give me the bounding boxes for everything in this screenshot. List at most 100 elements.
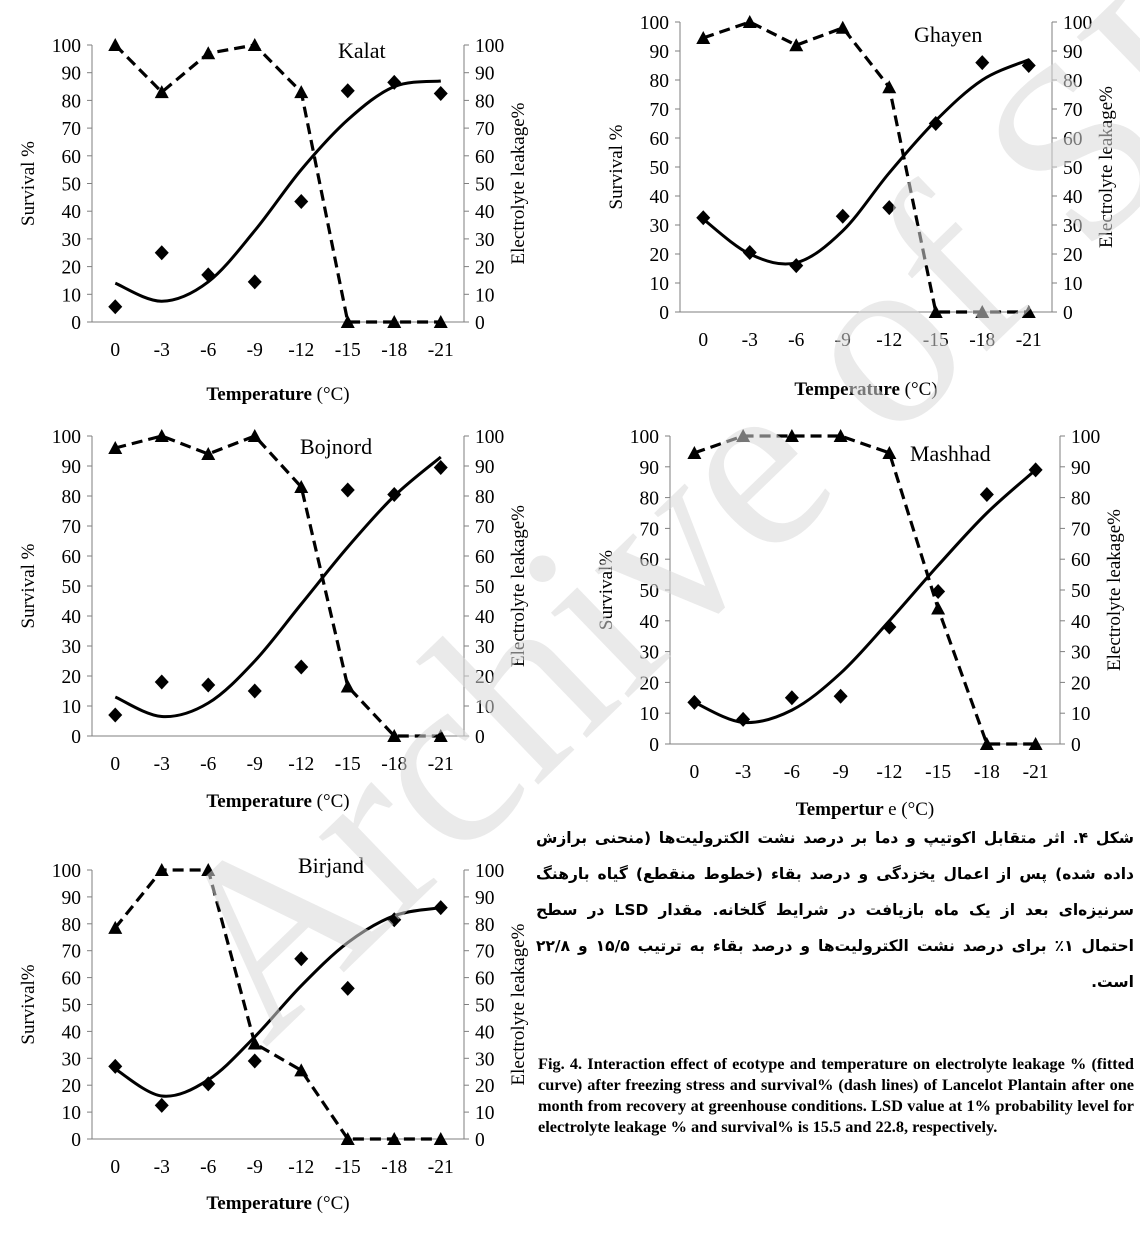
x-axis-title: Tempertur e (°C) [796, 799, 934, 820]
triangle-marker [294, 85, 309, 99]
panel-title-kalat: Kalat [338, 38, 386, 63]
x-tick-label: -21 [428, 340, 454, 361]
diamond-marker [294, 951, 309, 967]
x-tick-label: -9 [247, 340, 263, 361]
y-tick-label: 30 [62, 1049, 82, 1070]
x-axis-title-unit: e (°C) [888, 799, 934, 820]
diamond-marker [154, 674, 169, 690]
x-tick-label: -9 [833, 762, 849, 783]
triangle-marker [201, 46, 216, 60]
dashed-line [693, 434, 1036, 746]
fitted-curve-line [114, 455, 442, 719]
y2-tick-label: 100 [1071, 427, 1100, 448]
x-tick-label: -21 [428, 1157, 454, 1178]
y-tick-label: 70 [650, 100, 670, 121]
diamond-marker [340, 482, 355, 498]
y2-tick-label: 80 [475, 915, 495, 936]
chart-kalat: 0 0 10 10 20 20 30 30 40 40 50 50 60 60 70 70 80 80 90 90 10… [18, 36, 529, 405]
y-tick-label: 70 [62, 942, 82, 963]
triangle-marker [340, 679, 355, 693]
triangle-marker [201, 863, 216, 876]
y-tick-label: 70 [640, 519, 660, 540]
diamond-marker [833, 688, 848, 704]
y2-tick-label: 40 [475, 202, 495, 223]
diamond-marker [340, 83, 355, 99]
chart-birjand: 0 0 10 10 20 20 30 30 40 40 50 50 60 60 70 70 80 80 90 90 10… [18, 853, 529, 1214]
x-axis-title-bold: Temperature [206, 1193, 316, 1214]
y2-axis-title: Electrolyte leakage% [1096, 86, 1117, 248]
diamond-marker [154, 245, 169, 261]
y2-tick-label: 60 [475, 147, 495, 168]
triangle-marker [687, 445, 702, 459]
y2-tick-label: 30 [1063, 216, 1083, 237]
y-tick-label: 10 [650, 274, 670, 295]
panel-title-birjand: Birjand [298, 853, 364, 878]
y2-tick-label: 40 [475, 607, 495, 628]
fitted-curve-line [114, 79, 441, 303]
x-tick-label: -3 [154, 754, 170, 775]
x-tick-label: -6 [200, 1157, 216, 1178]
y2-axis-title: Electrolyte leakage% [508, 102, 529, 264]
y2-tick-label: 70 [1071, 519, 1091, 540]
triangle-marker [784, 429, 799, 442]
x-tick-label: -6 [200, 754, 216, 775]
x-tick-label: -9 [247, 1157, 263, 1178]
dashed-line [114, 43, 441, 324]
y2-tick-label: 60 [1071, 550, 1091, 571]
y-tick-label: 20 [640, 673, 660, 694]
x-axis-title-bold: Tempertur [796, 799, 888, 820]
diamond-marker [931, 584, 946, 600]
y-tick-label: 30 [62, 637, 82, 658]
y-axis-title: Survival% [596, 550, 617, 630]
x-tick-label: -15 [335, 754, 361, 775]
triangle-marker [1021, 305, 1036, 318]
y2-tick-label: 70 [475, 942, 495, 963]
diamond-marker [108, 1058, 123, 1074]
y-tick-label: 30 [62, 230, 82, 251]
y-tick-label: 50 [640, 581, 660, 602]
y2-tick-label: 10 [1071, 704, 1091, 725]
triangle-marker [294, 480, 309, 493]
diamond-marker [696, 210, 711, 226]
y-tick-label: 10 [62, 1103, 82, 1124]
y-axis-title: Survival % [606, 124, 627, 209]
y2-tick-label: 100 [475, 427, 504, 448]
triangle-marker [833, 429, 848, 442]
triangle-marker [835, 20, 850, 34]
y2-tick-label: 20 [475, 258, 495, 279]
caption-english: Fig. 4. Interaction effect of ecotype an… [538, 1054, 1134, 1136]
diamond-marker [835, 208, 850, 224]
y-tick-label: 60 [62, 147, 82, 168]
y2-tick-label: 0 [1063, 303, 1073, 324]
x-tick-label: -21 [1016, 330, 1042, 351]
triangle-marker [247, 429, 262, 442]
y2-tick-label: 30 [1071, 643, 1091, 664]
diamond-marker [433, 900, 448, 916]
y2-tick-label: 20 [475, 1076, 495, 1097]
triangle-marker [433, 729, 448, 742]
y-tick-label: 40 [62, 1022, 82, 1043]
triangle-marker [387, 1132, 402, 1145]
y2-tick-label: 30 [475, 637, 495, 658]
y2-tick-label: 30 [475, 230, 495, 251]
x-axis-title-unit: (°C) [905, 379, 938, 400]
x-tick-label: -12 [288, 754, 314, 775]
y-tick-label: 80 [62, 487, 82, 508]
y-tick-label: 100 [640, 13, 669, 34]
panel-title-ghayen: Ghayen [914, 22, 982, 47]
y2-tick-label: 20 [1063, 245, 1083, 266]
triangle-marker [931, 601, 946, 615]
x-axis-title-bold: Temperature [794, 379, 904, 400]
x-tick-label: 0 [110, 1157, 120, 1178]
diamond-marker [433, 85, 448, 101]
diamond-marker [975, 55, 990, 71]
diamond-marker [247, 1053, 262, 1069]
dashed-line [114, 434, 441, 738]
x-tick-label: -12 [288, 340, 314, 361]
fitted-curve-line [114, 906, 442, 1098]
y2-tick-label: 100 [475, 861, 504, 882]
triangle-marker [736, 429, 751, 442]
y-tick-label: 90 [62, 457, 82, 478]
fitted-curve-line [702, 58, 1030, 266]
diamond-marker [387, 912, 402, 928]
